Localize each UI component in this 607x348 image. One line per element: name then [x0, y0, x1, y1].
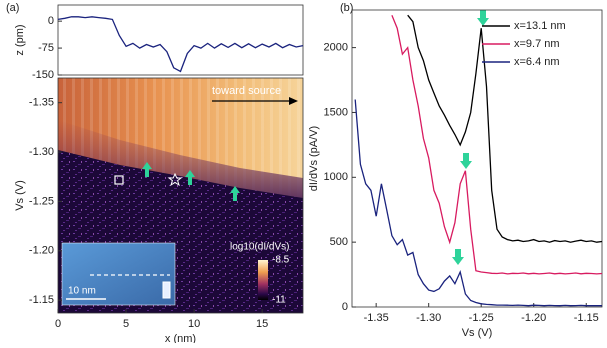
line [354, 99, 602, 307]
y-axis-label: Vs (V) [14, 180, 26, 211]
y-tick-label: 500 [330, 236, 348, 248]
plot-frame [351, 9, 603, 308]
y-tick-label: -75 [38, 42, 54, 54]
y-tick-label: -1.25 [29, 195, 54, 207]
x-axis-label: x (nm) [165, 333, 196, 343]
plot-frame [57, 4, 304, 76]
legend-label: x=9.7 nm [514, 38, 560, 50]
x-tick-label: -1.15 [574, 312, 599, 324]
line [57, 16, 304, 73]
y-axis-label: z (pm) [14, 24, 26, 55]
peak-arrow [460, 153, 472, 169]
x-tick-label: 5 [123, 318, 129, 330]
x-tick-label: -1.30 [416, 312, 441, 324]
x-tick-label: -1.35 [364, 312, 389, 324]
colorbar-label: log10(dI/dVs) [230, 242, 289, 253]
y-tick-label: -1.35 [29, 97, 54, 109]
y-tick-label: -150 [32, 69, 54, 81]
y-tick-label: 0 [48, 15, 54, 27]
y-tick-label: 1500 [324, 106, 348, 118]
peak-arrow [477, 10, 489, 26]
line [391, 14, 603, 275]
y-tick-label: 0 [342, 301, 348, 313]
x-tick-label: -1.20 [521, 312, 546, 324]
y-tick-label: 2000 [324, 42, 348, 54]
annotation: toward source [212, 85, 281, 97]
y-tick-label: 1000 [324, 171, 348, 183]
x-tick-label: 10 [188, 318, 200, 330]
heatmap-image [58, 78, 303, 313]
plot-frame [57, 77, 304, 314]
y-tick-label: -1.30 [29, 146, 54, 158]
colorbar-tick-label: -8.5 [272, 255, 290, 266]
y-tick-label: -1.15 [29, 294, 54, 306]
y-tick-label: -1.20 [29, 245, 54, 257]
legend-label: x=6.4 nm [514, 56, 560, 68]
scale-bar-label: 10 nm [68, 286, 96, 297]
panel-label: (a) [6, 2, 19, 14]
peak-arrow [452, 249, 464, 265]
x-axis-label: Vs (V) [462, 327, 493, 339]
colorbar-tick-label: -11 [272, 295, 286, 306]
x-tick-label: -1.25 [469, 312, 494, 324]
legend-label: x=13.1 nm [514, 20, 566, 32]
x-tick-label: 0 [55, 318, 61, 330]
y-axis-label: dI/dVs (pA/V) [308, 126, 320, 191]
x-tick-label: 15 [256, 318, 268, 330]
panel-label: (b) [340, 2, 353, 14]
line [407, 14, 603, 243]
